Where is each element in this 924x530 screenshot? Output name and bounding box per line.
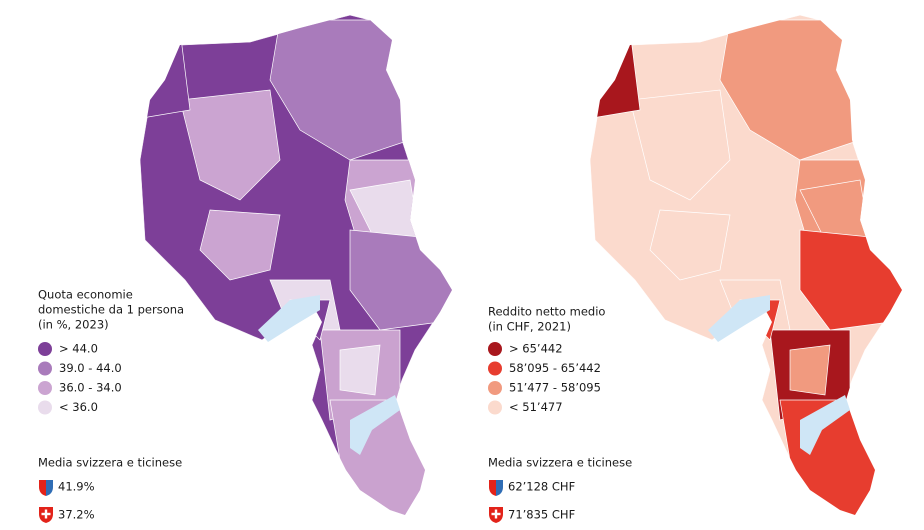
legend-title: Reddito netto medio — [488, 305, 605, 319]
legend-swatch — [38, 381, 52, 395]
swiss-cross — [41, 512, 51, 516]
legend-label: 51’477 - 58’095 — [509, 381, 601, 395]
region — [339, 344, 381, 396]
legend-label: 39.0 - 44.0 — [59, 361, 122, 375]
region — [649, 209, 731, 281]
legend-title: domestiche da 1 persona — [38, 303, 184, 317]
ticino-shield-blue — [496, 480, 503, 496]
lake — [350, 395, 400, 455]
ticino-shield-red — [489, 480, 496, 496]
region — [789, 344, 831, 396]
legend-title: (in CHF, 2021) — [488, 320, 571, 334]
legend-swatch — [38, 400, 52, 415]
lake — [708, 295, 770, 342]
ticino-average: 41.9% — [58, 480, 95, 494]
averages-title: Media svizzera e ticinese — [38, 456, 182, 470]
map — [590, 15, 902, 515]
region — [629, 89, 731, 201]
legend-swatch — [38, 342, 52, 356]
legend-swatch — [488, 381, 502, 395]
legend-label: 36.0 - 34.0 — [59, 381, 122, 395]
legend-swatch — [488, 361, 502, 376]
lake — [800, 395, 850, 455]
region — [140, 29, 191, 121]
ticino-shield-blue — [46, 480, 53, 496]
legend-label: > 65’442 — [509, 342, 563, 356]
legend-swatch — [488, 342, 502, 356]
region — [199, 209, 281, 281]
switzerland-average: 37.2% — [58, 508, 95, 522]
map — [140, 15, 452, 515]
legend-label: < 51’477 — [509, 400, 563, 414]
legend-title: Quota economie — [38, 288, 133, 302]
legend-label: 58’095 - 65’442 — [509, 361, 601, 375]
legend-title: (in %, 2023) — [38, 318, 109, 332]
averages-title: Media svizzera e ticinese — [488, 456, 632, 470]
lake — [258, 295, 320, 342]
region — [590, 29, 641, 121]
legend-swatch — [38, 361, 52, 376]
switzerland-average: 71’835 CHF — [508, 508, 575, 522]
legend-label: < 36.0 — [59, 400, 98, 414]
region — [179, 89, 281, 201]
ticino-average: 62’128 CHF — [508, 480, 575, 494]
legend-swatch — [488, 400, 502, 415]
legend-label: > 44.0 — [59, 342, 98, 356]
swiss-cross — [491, 512, 501, 516]
ticino-shield-red — [39, 480, 46, 496]
